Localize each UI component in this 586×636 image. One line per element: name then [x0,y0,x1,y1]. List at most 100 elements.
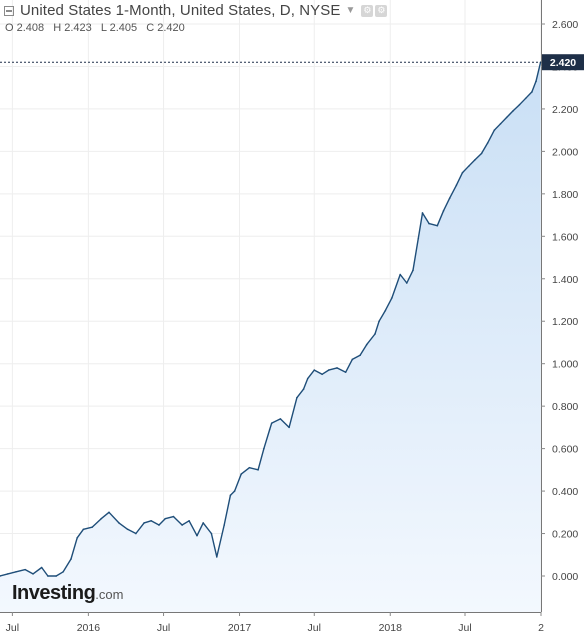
data-point [512,110,514,112]
data-point [306,377,309,380]
settings-icon[interactable]: ⚙ [375,4,388,17]
data-point [436,224,439,227]
collapse-icon[interactable] [4,5,14,16]
close-value: 2.420 [157,22,185,34]
data-point [202,522,204,524]
data-point [24,568,26,571]
data-point [164,517,166,520]
y-tick-label: 0.000 [552,571,578,583]
data-point [76,536,79,539]
y-axis-ticks: 0.000 0.200 0.400 0.600 0.800 1.000 1.200 1.400… [541,19,578,583]
y-tick-label: 2.600 [552,19,578,31]
data-point [181,524,183,526]
data-point [296,396,298,399]
x-tick-label: 2016 [77,622,101,634]
data-point [7,573,9,575]
data-point [417,237,420,240]
data-point [257,469,259,471]
axes [0,0,542,613]
close-label: C [146,22,155,34]
last-price-label: 2.420 [550,57,576,69]
data-point [15,570,17,573]
chart-title: United States 1-Month, United States, D,… [20,2,341,19]
data-point [302,388,305,390]
data-point [47,575,49,577]
y-tick-label: 2.200 [552,104,578,116]
data-point [32,573,34,575]
data-point [474,159,476,161]
x-tick-label: Jul [157,622,170,634]
settings-icon[interactable]: ⚙ [361,4,374,17]
data-point [384,309,387,312]
data-point [248,466,251,469]
y-tick-label: 2.000 [552,146,578,158]
y-tick-label: 1.400 [552,274,578,286]
y-tick-label: 1.600 [552,231,578,243]
y-tick-label: 0.800 [552,401,578,413]
data-point [100,517,102,520]
data-point [321,373,323,376]
data-point [270,422,273,424]
high-label: H [53,22,62,34]
data-point [118,522,120,524]
y-tick-label: 1.800 [552,189,578,201]
data-point [40,566,43,569]
data-point [499,122,502,125]
high-value: 2.423 [64,22,92,34]
data-point [55,575,57,577]
last-price-marker: 2.420 [0,54,584,71]
x-tick-label: 2018 [379,622,403,634]
y-tick-label: 1.000 [552,359,578,371]
data-point [405,282,408,284]
data-point [233,490,236,492]
data-point [421,212,424,214]
data-point [327,369,330,371]
data-point [240,473,242,475]
title-row: United States 1-Month, United States, D,… [4,2,388,19]
data-point [135,532,137,535]
y-tick-label: 1.200 [552,316,578,328]
data-point [493,129,496,131]
data-point [263,447,265,450]
data-point [505,116,508,119]
data-point [188,520,190,522]
data-point [428,222,430,225]
x-tick-label: 2 [538,622,544,634]
y-tick-label: 0.200 [552,529,578,541]
data-point [313,369,316,371]
series-area [0,62,541,612]
data-point [172,515,175,518]
data-point [108,511,110,514]
data-point [0,575,1,577]
data-point [531,91,533,93]
ohlc-readout: O 2.408 H 2.423 L 2.405 C 2.420 [5,22,185,34]
data-point [143,522,145,524]
data-point [518,103,521,106]
last-price-tag [542,54,584,71]
data-point [351,358,354,361]
x-tick-label: Jul [308,622,321,634]
chart-header: United States 1-Month, United States, D,… [0,0,540,40]
data-point [216,556,218,558]
open-label: O [5,22,14,34]
data-point [268,428,271,431]
open-value: 2.408 [16,22,45,34]
low-label: L [100,22,107,34]
data-point [210,532,213,535]
y-tick-label: 0.600 [552,444,578,456]
x-tick-label: Jul [6,622,19,634]
data-point [196,534,198,537]
data-point [70,558,72,560]
chevron-down-icon[interactable]: ▼ [345,5,356,16]
logo-suffix: .com [95,587,124,602]
data-point [288,426,290,429]
data-point [486,142,489,144]
data-point [524,97,527,100]
data-point [448,197,451,199]
data-point [535,80,537,83]
data-point [461,171,464,174]
x-tick-label: 2017 [228,622,252,634]
y-tick-label: 0.400 [552,486,578,498]
logo-brand: Investing [12,582,96,604]
